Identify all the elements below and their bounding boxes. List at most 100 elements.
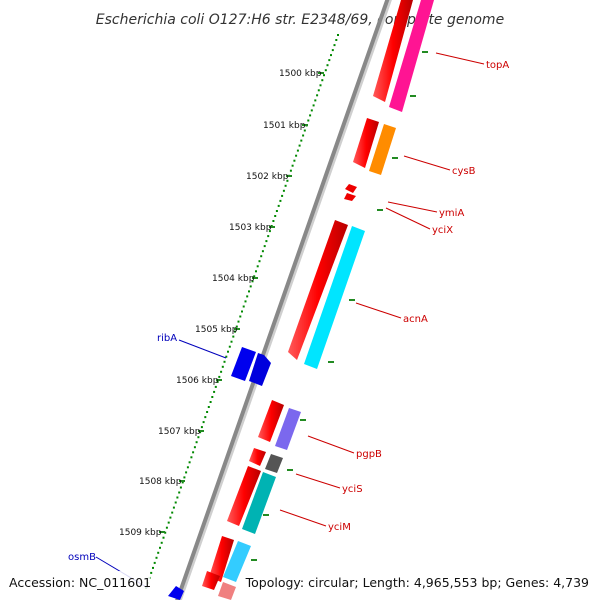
minor-tick [275,210,278,212]
minor-tick [307,119,310,122]
gene-label-osmB[interactable]: osmB [68,552,96,563]
minor-tick [282,189,285,192]
gene-label-topA[interactable]: topA [486,60,509,71]
feature-yciM-cds[interactable] [227,466,261,526]
feature-ribA-2[interactable] [249,353,271,386]
gene-label-ribA[interactable]: ribA [157,333,177,344]
minor-tick [193,446,196,449]
minor-tick [293,159,296,162]
minor-tick [274,215,277,217]
feature-bottom-pink[interactable] [218,582,236,600]
minor-tick [206,411,209,413]
minor-tick [235,325,238,328]
minor-tick [321,79,324,82]
feature-lower-rna[interactable] [223,541,251,582]
feature-cds-c[interactable] [202,571,220,590]
minor-tick [157,551,160,554]
minor-tick [295,154,298,157]
gene-labels: topA cysB ymiA yciX acnA pgpB yciS yciM … [68,52,509,589]
feature-yciM-rna[interactable] [242,472,276,534]
minor-tick [220,370,223,373]
feature-track-rna [218,0,434,600]
minor-tick [162,536,165,539]
minor-tick [324,69,327,72]
feature-cysB-cds[interactable] [353,118,379,168]
minor-tick [323,74,325,77]
feature-yciS-rna[interactable] [265,454,283,473]
minor-tick [223,360,226,363]
gene-label-pgpB[interactable]: pgpB [356,449,382,460]
minor-tick [303,129,306,132]
feature-cds-a[interactable] [249,448,266,466]
minor-tick [169,516,172,519]
feature-pgpB-cds[interactable] [258,400,284,442]
minor-tick [239,315,242,318]
minor-tick [261,250,264,253]
minor-tick [202,421,205,424]
minor-tick [314,99,317,102]
feature-ribA-1[interactable] [231,347,256,381]
feature-ymiA-cds[interactable] [345,184,357,193]
feature-osmB[interactable] [168,586,184,600]
minor-tick [174,501,177,504]
minor-tick [186,466,189,469]
minor-tick [335,39,338,41]
minor-tick [331,49,334,52]
minor-tick [164,531,167,534]
minor-tick [150,571,153,574]
feature-cysB-rna[interactable] [369,124,396,175]
minor-tick [232,335,235,338]
gene-label-yciM[interactable]: yciM [328,522,351,533]
minor-tick [330,54,332,57]
minor-tick [152,566,154,569]
feature-pgpB-rna[interactable] [275,408,301,450]
minor-tick [188,461,191,464]
gene-label-yciX[interactable]: yciX [432,225,453,236]
minor-tick [309,114,312,117]
feature-yciX-cds[interactable] [344,193,356,201]
gene-label-ymiA[interactable]: ymiA [439,208,464,219]
minor-tick [291,164,294,167]
scale-label: 1507 kbp [158,427,201,437]
gene-label-yciS[interactable]: yciS [342,484,363,495]
feature-cds-b[interactable] [209,536,234,582]
minor-tick [165,526,168,529]
feature-topA-rna[interactable] [389,0,434,112]
minor-tick [310,109,313,112]
minor-tick [199,431,202,434]
minor-tick [197,436,200,439]
feature-acnA-rna[interactable] [304,226,365,369]
feature-topA-cds[interactable] [373,0,413,102]
minor-tick [241,310,243,313]
backbone [175,0,390,600]
minor-tick [211,396,214,398]
scale-label: 1505 kbp [195,325,238,335]
minor-tick [167,521,170,524]
minor-tick [221,365,224,368]
minor-tick [246,295,249,298]
minor-tick [286,179,289,182]
footer-right-bg [256,571,594,593]
minor-tick [281,194,284,197]
minor-tick [317,89,320,92]
scale-label: 1501 kbp [263,121,306,131]
minor-tick [337,34,339,36]
feature-acnA-cds[interactable] [288,220,348,360]
minor-tick [268,230,271,233]
minor-tick [237,320,240,323]
minor-tick [328,59,331,62]
minor-tick [258,260,261,263]
gene-label-cysB[interactable]: cysB [452,166,476,177]
minor-tick [298,144,301,147]
minor-tick [316,94,319,97]
topology-text: Topology: circular; Length: 4,965,553 bp… [245,575,589,590]
minor-tick [279,199,282,202]
minor-tick [160,541,163,544]
minor-tick [155,556,158,559]
minor-tick [195,441,198,444]
gene-label-acnA[interactable]: acnA [403,314,428,325]
scale-label: 1503 kbp [229,223,272,233]
minor-tick [176,496,179,499]
minor-tick [179,486,182,489]
minor-tick [218,375,221,378]
